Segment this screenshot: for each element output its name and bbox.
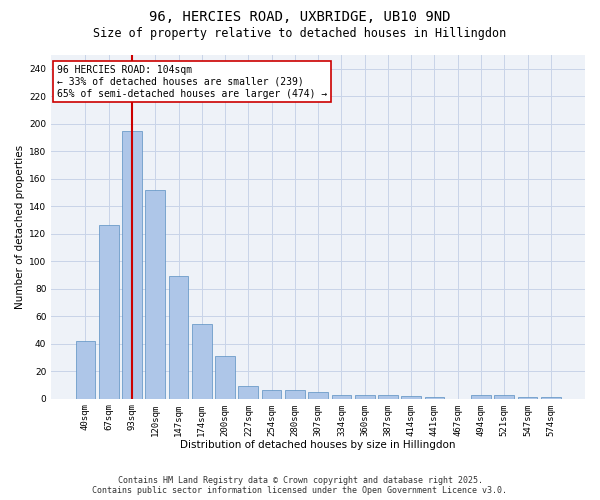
Bar	[145, 190, 165, 398]
Bar	[238, 386, 258, 398]
Text: Size of property relative to detached houses in Hillingdon: Size of property relative to detached ho…	[94, 28, 506, 40]
Bar	[401, 396, 421, 398]
Bar	[471, 394, 491, 398]
Y-axis label: Number of detached properties: Number of detached properties	[15, 145, 25, 309]
Bar	[378, 394, 398, 398]
X-axis label: Distribution of detached houses by size in Hillingdon: Distribution of detached houses by size …	[181, 440, 456, 450]
Bar	[262, 390, 281, 398]
Text: 96 HERCIES ROAD: 104sqm
← 33% of detached houses are smaller (239)
65% of semi-d: 96 HERCIES ROAD: 104sqm ← 33% of detache…	[56, 66, 327, 98]
Text: Contains HM Land Registry data © Crown copyright and database right 2025.
Contai: Contains HM Land Registry data © Crown c…	[92, 476, 508, 495]
Bar	[76, 341, 95, 398]
Bar	[332, 394, 352, 398]
Bar	[308, 392, 328, 398]
Bar	[99, 226, 119, 398]
Bar	[169, 276, 188, 398]
Text: 96, HERCIES ROAD, UXBRIDGE, UB10 9ND: 96, HERCIES ROAD, UXBRIDGE, UB10 9ND	[149, 10, 451, 24]
Bar	[285, 390, 305, 398]
Bar	[215, 356, 235, 399]
Bar	[192, 324, 212, 398]
Bar	[355, 394, 374, 398]
Bar	[494, 394, 514, 398]
Bar	[122, 130, 142, 398]
